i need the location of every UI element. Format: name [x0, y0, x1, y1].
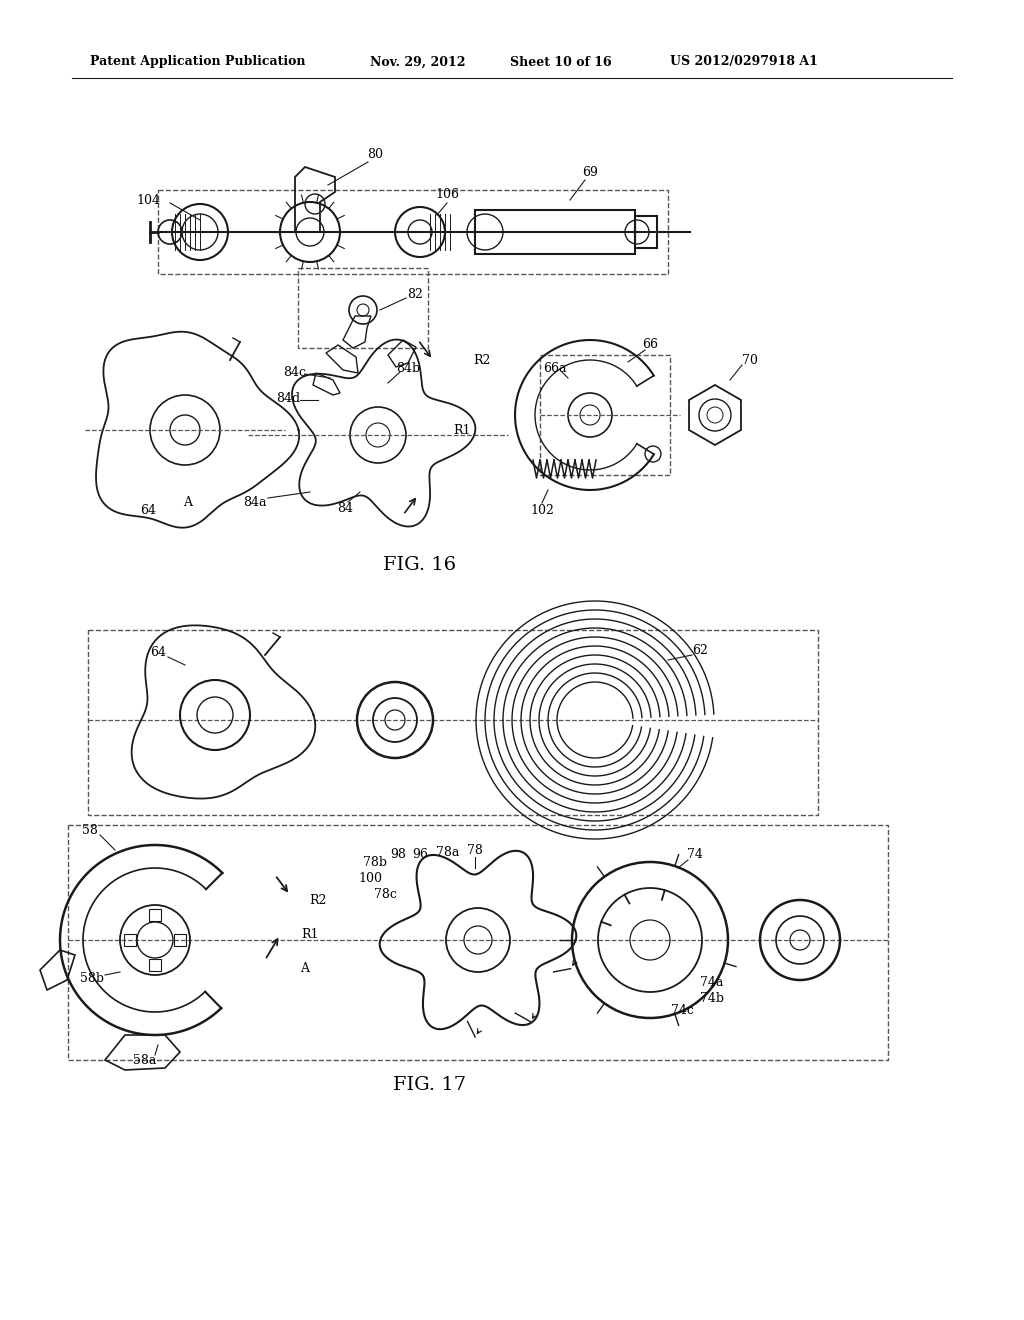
Text: 74: 74: [687, 849, 702, 862]
Text: 78c: 78c: [374, 888, 396, 902]
Text: 58b: 58b: [80, 972, 104, 985]
Bar: [540, 355, 670, 475]
Text: Sheet 10 of 16: Sheet 10 of 16: [510, 55, 611, 69]
Text: US 2012/0297918 A1: US 2012/0297918 A1: [670, 55, 818, 69]
Text: 84a: 84a: [244, 495, 266, 508]
Text: R1: R1: [454, 424, 471, 437]
Text: 78a: 78a: [436, 846, 460, 858]
Text: 100: 100: [358, 871, 382, 884]
Bar: [158, 190, 668, 275]
Bar: [298, 268, 428, 348]
Text: A: A: [300, 961, 309, 974]
Text: 106: 106: [435, 189, 459, 202]
Text: 70: 70: [742, 354, 758, 367]
Text: 62: 62: [692, 644, 708, 656]
Text: 64: 64: [150, 647, 166, 660]
Text: 66a: 66a: [544, 362, 566, 375]
Text: 84c: 84c: [284, 366, 306, 379]
Text: FIG. 16: FIG. 16: [383, 556, 457, 574]
Text: 69: 69: [582, 165, 598, 178]
Bar: [150, 909, 161, 921]
Text: 78: 78: [467, 843, 483, 857]
Bar: [150, 960, 161, 972]
Text: 74b: 74b: [700, 991, 724, 1005]
Text: R2: R2: [309, 894, 327, 907]
Bar: [88, 630, 818, 814]
Text: 82: 82: [408, 289, 423, 301]
Text: R2: R2: [473, 354, 490, 367]
Text: 58: 58: [82, 824, 98, 837]
Bar: [68, 825, 888, 1060]
Text: FIG. 17: FIG. 17: [393, 1076, 467, 1094]
Text: 74a: 74a: [700, 975, 724, 989]
Text: Nov. 29, 2012: Nov. 29, 2012: [370, 55, 466, 69]
Text: 78b: 78b: [362, 855, 387, 869]
Text: A: A: [183, 495, 193, 508]
Text: 66: 66: [642, 338, 658, 351]
Text: 64: 64: [140, 503, 156, 516]
Bar: [635, 216, 657, 248]
Text: 96: 96: [412, 849, 428, 862]
Text: Patent Application Publication: Patent Application Publication: [90, 55, 305, 69]
Text: 58a: 58a: [133, 1053, 157, 1067]
Text: R1: R1: [301, 928, 318, 941]
Bar: [174, 935, 186, 946]
Bar: [475, 210, 635, 253]
Bar: [124, 935, 136, 946]
Text: 84b: 84b: [396, 362, 420, 375]
Text: 80: 80: [367, 149, 383, 161]
Text: 84: 84: [337, 502, 353, 515]
Text: 84d: 84d: [275, 392, 300, 404]
Text: 104: 104: [136, 194, 160, 206]
Text: 74c: 74c: [671, 1003, 693, 1016]
Text: 102: 102: [530, 503, 554, 516]
Text: 98: 98: [390, 849, 406, 862]
